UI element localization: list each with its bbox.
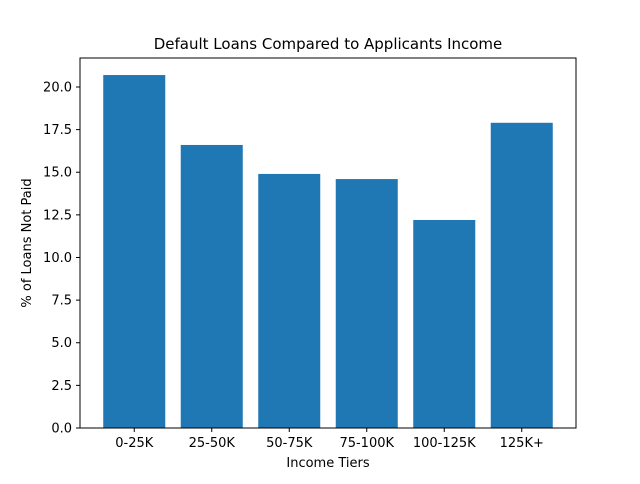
- y-tick-label: 10.0: [43, 251, 72, 266]
- x-tick-label: 75-100K: [339, 436, 394, 451]
- y-tick-label: 7.5: [51, 294, 72, 309]
- plot-frame: [79, 57, 577, 429]
- y-tick-label: 2.5: [51, 379, 72, 394]
- bar-series: [103, 75, 553, 429]
- x-tick-label: 125K+: [500, 436, 544, 451]
- bar-75-100K: [335, 179, 398, 428]
- bar-100-125K: [413, 219, 476, 428]
- y-tick-label: 0.0: [51, 422, 72, 437]
- y-tick-label: 17.5: [43, 123, 72, 138]
- x-tick-label: 100-125K: [413, 436, 476, 451]
- y-axis-label: % of Loans Not Paid: [20, 178, 35, 307]
- x-tick-label: 25-50K: [189, 436, 236, 451]
- y-tick-label: 15.0: [43, 166, 72, 181]
- y-axis: 0.0 2.5 5.0 7.5 10.0 12.5 15.0 17.5 20.0: [43, 80, 80, 437]
- y-tick-label: 12.5: [43, 208, 72, 223]
- y-tick-label: 20.0: [43, 80, 72, 95]
- bar-25-50K: [180, 144, 243, 428]
- x-axis-label: Income Tiers: [286, 456, 369, 471]
- y-tick-label: 5.0: [51, 336, 72, 351]
- x-tick-label: 0-25K: [115, 436, 154, 451]
- chart-title: Default Loans Compared to Applicants Inc…: [154, 35, 503, 53]
- plot-area: [79, 57, 577, 429]
- bar-50-75K: [258, 173, 321, 428]
- x-tick-label: 50-75K: [266, 436, 313, 451]
- x-axis: 0-25K 25-50K 50-75K 75-100K 100-125K 125K+: [115, 428, 544, 451]
- bar-125K+: [490, 122, 553, 428]
- bar-0-25K: [103, 75, 166, 429]
